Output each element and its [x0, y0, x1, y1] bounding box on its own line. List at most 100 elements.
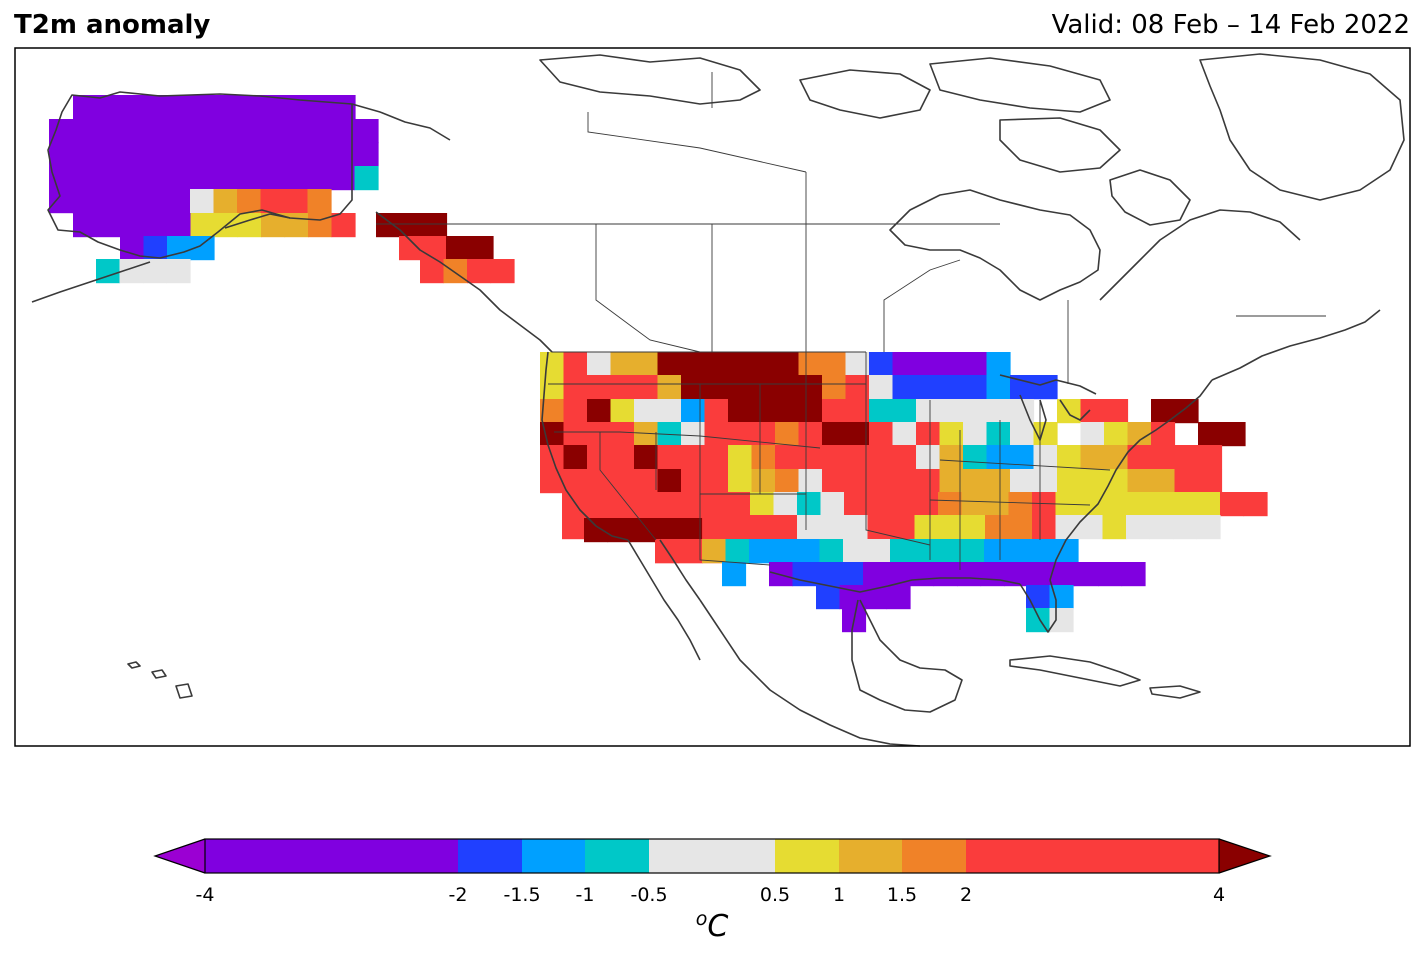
anomaly-cell [1151, 469, 1176, 494]
anomaly-cell [681, 399, 706, 424]
anomaly-cell [1079, 492, 1104, 517]
anomaly-cell [775, 422, 800, 447]
anomaly-cell [886, 585, 911, 610]
anomaly-cell [773, 492, 798, 517]
anomaly-cell [96, 142, 121, 167]
anomaly-cell [446, 236, 471, 261]
anomaly-cell [798, 375, 823, 400]
colorbar-unit: oC [695, 908, 729, 944]
anomaly-cell [963, 399, 988, 424]
anomaly-cell [634, 445, 659, 470]
anomaly-cell [773, 515, 798, 540]
anomaly-cell [702, 539, 727, 564]
anomaly-cell [939, 399, 964, 424]
anomaly-cell [72, 142, 97, 167]
anomaly-cell [634, 375, 659, 400]
colorbar-tick-label: -4 [195, 884, 215, 906]
anomaly-cell [190, 189, 215, 214]
anomaly-cell [166, 166, 191, 191]
anomaly-cell [610, 399, 635, 424]
anomaly-cell [1174, 399, 1199, 424]
map-frame [14, 47, 1411, 747]
anomaly-cell [728, 445, 753, 470]
anomaly-cell [1198, 469, 1223, 494]
anomaly-cell [822, 352, 847, 377]
anomaly-cell [190, 142, 215, 167]
anomaly-cell [1104, 469, 1129, 494]
anomaly-cell [914, 492, 939, 517]
anomaly-cell [190, 95, 215, 120]
anomaly-cell [703, 492, 728, 517]
anomaly-cell [587, 399, 612, 424]
colorbar-tick-label: -2 [448, 884, 468, 906]
anomaly-cell [681, 352, 706, 377]
anomaly-cell [775, 399, 800, 424]
anomaly-cell [1080, 469, 1105, 494]
anomaly-cell [822, 375, 847, 400]
anomaly-cell [72, 166, 97, 191]
anomaly-cell [726, 492, 751, 517]
anomaly-cell [916, 399, 941, 424]
anomaly-cell [751, 352, 776, 377]
anomaly-cell [166, 119, 191, 144]
anomaly-cell [816, 585, 841, 610]
anomaly-cell [73, 95, 98, 120]
anomaly-cell [937, 539, 962, 564]
anomaly-cell [1151, 422, 1176, 447]
anomaly-cell [681, 375, 706, 400]
anomaly-cell [467, 259, 492, 284]
anomaly-cell [119, 119, 144, 144]
anomaly-cell [237, 119, 262, 144]
anomaly-cell [190, 213, 215, 238]
anomaly-cell [843, 539, 868, 564]
anomaly-cell [816, 562, 841, 587]
anomaly-cell [961, 515, 986, 540]
anomaly-cell [563, 352, 588, 377]
anomaly-cell [891, 492, 916, 517]
colorbar-over-arrow [1219, 839, 1270, 873]
anomaly-cell [775, 469, 800, 494]
anomaly-cell [1033, 469, 1058, 494]
anomaly-cell [657, 469, 682, 494]
anomaly-cell [237, 142, 262, 167]
anomaly-cell [654, 518, 679, 543]
colorbar-bin [649, 839, 775, 873]
anomaly-cell [986, 422, 1011, 447]
anomaly-cell [820, 492, 845, 517]
anomaly-cell [1127, 422, 1152, 447]
colorbar-bin [966, 839, 1219, 873]
anomaly-cell [963, 445, 988, 470]
anomaly-cell [1010, 422, 1035, 447]
anomaly-cell [119, 142, 144, 167]
colorbar-under-arrow [155, 839, 205, 873]
anomaly-cell [822, 422, 847, 447]
anomaly-cell [119, 189, 144, 214]
anomaly-cell [634, 469, 659, 494]
anomaly-cell [963, 469, 988, 494]
anomaly-cell [584, 518, 609, 543]
anomaly-cell [980, 562, 1005, 587]
anomaly-cell [213, 189, 238, 214]
anomaly-cell [587, 469, 612, 494]
anomaly-cell [634, 352, 659, 377]
anomaly-cell [96, 119, 121, 144]
anomaly-cell [469, 236, 494, 261]
anomaly-cell [844, 515, 869, 540]
anomaly-cell [49, 142, 74, 167]
anomaly-cell [960, 539, 985, 564]
anomaly-cell [260, 142, 285, 167]
anomaly-cell [1008, 492, 1033, 517]
anomaly-cell [260, 166, 285, 191]
anomaly-cell [1007, 539, 1032, 564]
anomaly-cell [916, 352, 941, 377]
anomaly-cell [916, 375, 941, 400]
anomaly-cell [892, 375, 917, 400]
colorbar-outline [204, 838, 1220, 874]
colorbar-bin [839, 839, 902, 873]
anomaly-cell [143, 142, 168, 167]
anomaly-cell [1080, 399, 1105, 424]
anomaly-cell [751, 445, 776, 470]
anomaly-cell [73, 213, 98, 238]
anomaly-cell [307, 189, 332, 214]
anomaly-cell [797, 515, 822, 540]
